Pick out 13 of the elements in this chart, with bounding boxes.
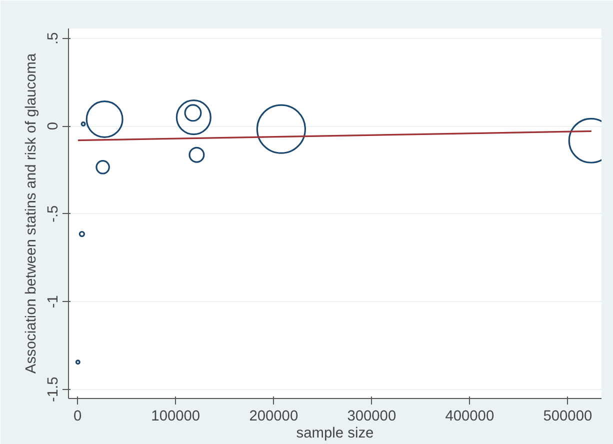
y-tick-label: -.5	[46, 205, 62, 222]
y-axis-title: Association between statins and risk of glaucoma	[24, 52, 40, 374]
y-tick-label: 0	[46, 122, 62, 130]
y-tick-label: -1.5	[46, 376, 62, 402]
x-tick-label: 400000	[445, 408, 494, 424]
x-tick-label: 200000	[249, 408, 298, 424]
y-tick-label: .5	[46, 32, 62, 44]
x-tick-label: 500000	[543, 408, 592, 424]
x-tick-label: 100000	[151, 408, 200, 424]
y-tick-label: -1	[46, 295, 62, 308]
x-tick-label: 0	[74, 408, 82, 424]
x-axis-title: sample size	[296, 426, 374, 442]
x-tick-label: 300000	[347, 408, 396, 424]
